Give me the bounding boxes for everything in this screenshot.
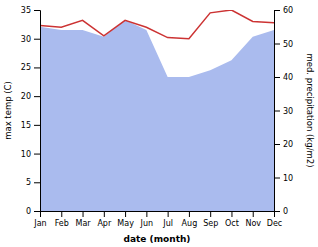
- tick-label: 60: [283, 6, 293, 15]
- tick: 20: [274, 140, 293, 149]
- axis-line: [275, 11, 281, 212]
- tick-mark: [231, 211, 232, 217]
- tick-label: Jul: [162, 219, 173, 228]
- x-axis-title: date (month): [124, 234, 191, 244]
- tick: Apr: [97, 211, 112, 228]
- tick-label: 40: [283, 73, 293, 82]
- marks: [40, 10, 274, 211]
- tick-label: Apr: [97, 219, 112, 228]
- tick-label: May: [117, 219, 134, 228]
- tick-mark: [125, 211, 126, 217]
- tick-mark: [274, 77, 280, 78]
- tick: Aug: [182, 211, 198, 228]
- tick-mark: [189, 211, 190, 217]
- tick: 30: [21, 35, 40, 44]
- tick: 50: [274, 40, 293, 49]
- area: [40, 20, 274, 211]
- tick-label: 15: [21, 121, 31, 130]
- tick: 0: [26, 207, 40, 216]
- tick: Feb: [55, 211, 69, 228]
- tick-mark: [34, 154, 40, 155]
- tick: 5: [26, 178, 40, 187]
- tick-mark: [34, 39, 40, 40]
- tick: Dec: [267, 211, 282, 228]
- tick-label: 0: [26, 207, 31, 216]
- tick-mark: [274, 178, 280, 179]
- tick: 30: [274, 107, 293, 116]
- tick-mark: [274, 211, 280, 212]
- tick: 60: [274, 6, 293, 15]
- tick-mark: [34, 211, 40, 212]
- tick: Mar: [75, 211, 91, 228]
- tick: 25: [21, 63, 40, 72]
- y-axis-title: max temp (C): [3, 81, 13, 140]
- tick-mark: [34, 96, 40, 97]
- axis-line: [34, 11, 41, 212]
- tick-mark: [274, 44, 280, 45]
- tick-label: Dec: [267, 219, 282, 228]
- tick-label: Mar: [75, 219, 91, 228]
- tick-label: Nov: [245, 219, 261, 228]
- tick-label: 50: [283, 40, 293, 49]
- tick: Jul: [162, 211, 173, 228]
- tick-mark: [146, 211, 147, 217]
- tick-label: 5: [26, 178, 31, 187]
- tick-label: 0: [283, 207, 288, 216]
- tick-label: 35: [21, 6, 31, 15]
- tick: 40: [274, 73, 293, 82]
- tick-mark: [83, 211, 84, 217]
- tick-label: 30: [283, 107, 293, 116]
- tick-label: 30: [21, 35, 31, 44]
- tick-label: Aug: [182, 219, 198, 228]
- plot: JanFebMarAprMayJunJulAugSepOctNovDec0510…: [21, 6, 293, 228]
- tick-label: 25: [21, 63, 31, 72]
- tick: 10: [274, 174, 293, 183]
- tick: Oct: [225, 211, 239, 228]
- tick: 20: [21, 92, 40, 101]
- tick-label: Jan: [33, 219, 46, 228]
- tick-label: Oct: [225, 219, 239, 228]
- tick-label: Sep: [203, 219, 218, 228]
- tick-label: 20: [283, 140, 293, 149]
- tick-mark: [274, 144, 280, 145]
- tick-mark: [210, 211, 211, 217]
- y-axis: 0 5 10 15 20 25 30 35: [21, 6, 41, 216]
- tick-mark: [274, 10, 280, 11]
- tick-label: 10: [21, 150, 31, 159]
- chart: JanFebMarAprMayJunJulAugSepOctNovDec0510…: [0, 0, 318, 247]
- tick-mark: [168, 211, 169, 217]
- tick: 15: [21, 121, 40, 130]
- axis-line: [41, 212, 275, 218]
- tick: 35: [21, 6, 40, 15]
- tick-mark: [253, 211, 254, 217]
- tick-mark: [34, 10, 40, 11]
- tick-label: 10: [283, 174, 293, 183]
- chart-container: JanFebMarAprMayJunJulAugSepOctNovDec0510…: [0, 0, 318, 247]
- tick: 0: [274, 207, 288, 216]
- tick: Sep: [203, 211, 218, 228]
- tick: Jun: [140, 211, 154, 228]
- tick-mark: [61, 211, 62, 217]
- x-axis: Jan Feb Mar Apr May Jun Jul Aug Sep Oct Nov Dec: [33, 211, 282, 228]
- tick-mark: [34, 67, 40, 68]
- tick: Nov: [245, 211, 261, 228]
- tick-mark: [34, 125, 40, 126]
- tick: 10: [21, 150, 40, 159]
- y2-axis-title: med. precipitation (kg/m2): [305, 53, 315, 167]
- tick-label: Feb: [55, 219, 69, 228]
- tick-label: 20: [21, 92, 31, 101]
- y2-axis: 0 10 20 30 40 50 60: [274, 6, 293, 216]
- tick-mark: [34, 182, 40, 183]
- tick: Jan: [33, 211, 46, 228]
- tick-label: Jun: [140, 219, 154, 228]
- tick-mark: [104, 211, 105, 217]
- line: [40, 10, 274, 39]
- tick-mark: [274, 111, 280, 112]
- tick: May: [117, 211, 134, 228]
